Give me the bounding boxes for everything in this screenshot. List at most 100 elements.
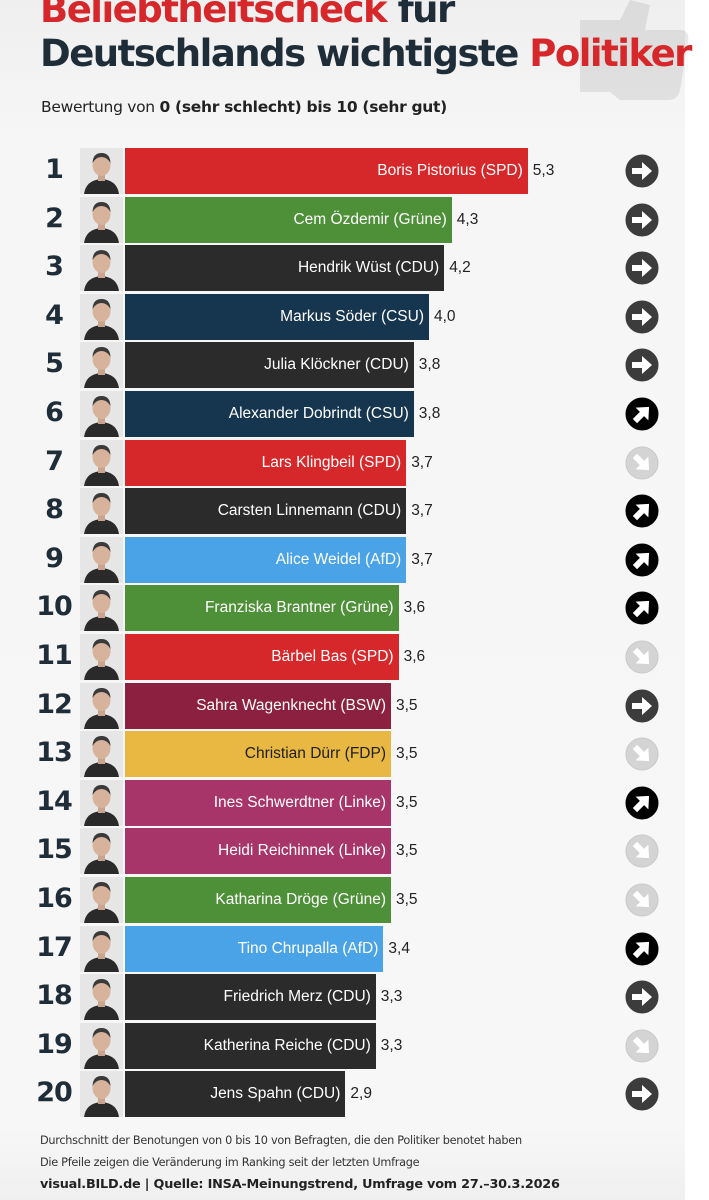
bar: Bärbel Bas (SPD) <box>125 634 399 680</box>
value-label: 3,8 <box>418 356 441 374</box>
ranking-row: 15 Heidi Reichinnek (Linke) 3,5 <box>0 826 709 875</box>
source-line: visual.BILD.de | Quelle: INSA-Meinungstr… <box>40 1177 560 1192</box>
ranking-row: 18 Friedrich Merz (CDU) 3,3 <box>0 972 709 1021</box>
ranking-row: 4 Markus Söder (CSU) 4,0 <box>0 292 709 340</box>
value-label: 5,3 <box>532 162 555 179</box>
footnote-arrows: Die Pfeile zeigen die Veränderung im Ran… <box>40 1156 420 1169</box>
ranking-row: 8 Carsten Linnemann (CDU) 3,7 <box>0 486 709 535</box>
ranking-row: 1 Boris Pistorius (SPD) 5,3 <box>0 146 709 194</box>
subtitle-scale: 0 (sehr schlecht) bis 10 (sehr gut) <box>159 98 447 116</box>
arrow-up-icon <box>625 591 659 625</box>
value-label: 3,5 <box>396 842 418 860</box>
arrow-up-icon <box>625 786 659 820</box>
value-label: 4,0 <box>434 307 456 325</box>
bar: Franziska Brantner (Grüne) <box>125 585 399 632</box>
politician-portrait <box>80 585 123 632</box>
rank-number: 10 <box>36 591 73 623</box>
arrow-down-icon <box>625 446 659 480</box>
arrow-right-icon <box>625 689 659 723</box>
bar: Alexander Dobrindt (CSU) <box>125 391 414 437</box>
ranking-row: 6 Alexander Dobrindt (CSU) 3,8 <box>0 389 709 437</box>
value-label: 3,5 <box>396 745 418 763</box>
bar: Sahra Wagenknecht (BSW) <box>125 682 391 729</box>
ranking-row: 3 Hendrik Wüst (CDU) 4,2 <box>0 243 709 292</box>
bar-label: Carsten Linnemann (CDU) <box>217 502 402 520</box>
bar: Cem Özdemir (Grüne) <box>125 196 452 243</box>
bar-label: Ines Schwerdtner (Linke) <box>213 793 386 811</box>
rank-number: 6 <box>45 397 64 428</box>
rank-number: 18 <box>36 980 73 1012</box>
ranking-row: 10 Franziska Brantner (Grüne) 3,6 <box>0 583 709 632</box>
bar: Ines Schwerdtner (Linke) <box>125 779 391 826</box>
value-label: 3,6 <box>403 599 426 617</box>
ranking-row: 13 Christian Dürr (FDP) 3,5 <box>0 729 709 778</box>
bar-label: Bärbel Bas (SPD) <box>271 648 394 665</box>
arrow-down-icon <box>625 737 659 771</box>
bar-label: Tino Chrupalla (AfD) <box>237 939 379 957</box>
bar: Lars Klingbeil (SPD) <box>125 439 407 486</box>
bar: Boris Pistorius (SPD) <box>125 148 528 194</box>
rank-number: 11 <box>36 640 73 671</box>
arrow-up-icon <box>625 932 659 966</box>
politician-portrait <box>80 731 123 778</box>
politician-portrait <box>80 439 123 486</box>
bar-label: Sahra Wagenknecht (BSW) <box>196 696 386 714</box>
title-line-1: Beliebtheitscheck für <box>40 0 455 32</box>
politician-portrait <box>80 293 123 340</box>
title-line-2: Deutschlands wichtigste Politiker <box>40 32 692 76</box>
bar: Jens Spahn (CDU) <box>125 1071 346 1118</box>
rank-number: 3 <box>45 251 64 283</box>
politician-portrait <box>80 148 123 194</box>
politician-portrait <box>80 828 123 875</box>
politician-portrait <box>80 877 123 923</box>
ranking-row: 5 Julia Klöckner (CDU) 3,8 <box>0 340 709 389</box>
value-label: 3,7 <box>411 550 433 568</box>
politician-portrait <box>80 245 123 292</box>
rank-number: 4 <box>45 299 64 331</box>
arrow-right-icon <box>625 203 659 237</box>
bar: Hendrik Wüst (CDU) <box>125 245 445 292</box>
politician-portrait <box>80 391 123 437</box>
politician-portrait <box>80 1071 123 1118</box>
politician-portrait <box>80 779 123 826</box>
bar-label: Hendrik Wüst (CDU) <box>297 259 440 277</box>
rank-number: 9 <box>45 542 64 574</box>
politician-portrait <box>80 536 123 583</box>
footnote-average: Durchschnitt der Benotungen von 0 bis 10… <box>40 1134 522 1147</box>
rank-number: 5 <box>45 348 64 380</box>
politician-portrait <box>80 196 123 243</box>
bar-label: Christian Dürr (FDP) <box>244 745 386 763</box>
rank-number: 2 <box>45 202 64 234</box>
title-main: Deutschlands wichtigste <box>40 32 519 75</box>
thumbs-watermark <box>580 0 689 100</box>
rank-number: 13 <box>36 737 73 769</box>
rank-number: 7 <box>45 445 64 477</box>
rank-number: 12 <box>36 688 73 720</box>
ranking-row: 16 Katharina Dröge (Grüne) 3,5 <box>0 875 709 923</box>
bar-label: Julia Klöckner (CDU) <box>264 356 409 374</box>
footer: Durchschnitt der Benotungen von 0 bis 10… <box>40 1130 680 1196</box>
arrow-right-icon <box>625 1077 659 1111</box>
arrow-down-icon <box>625 640 659 674</box>
rank-number: 17 <box>36 931 73 963</box>
value-label: 3,3 <box>380 988 403 1006</box>
rank-number: 1 <box>45 154 64 185</box>
value-label: 3,3 <box>380 1036 403 1054</box>
politician-portrait <box>80 488 123 535</box>
bar: Carsten Linnemann (CDU) <box>125 488 407 535</box>
arrow-down-icon <box>625 883 659 917</box>
title-highlight-politiker: Politiker <box>529 32 692 75</box>
bar-label: Friedrich Merz (CDU) <box>223 988 371 1006</box>
bar-label: Cem Özdemir (Grüne) <box>293 210 447 228</box>
value-label: 3,7 <box>411 453 433 471</box>
bar: Markus Söder (CSU) <box>125 293 429 340</box>
rank-number: 16 <box>36 883 73 914</box>
arrow-right-icon <box>625 300 659 334</box>
arrow-right-icon <box>625 251 659 285</box>
bar: Tino Chrupalla (AfD) <box>125 925 384 972</box>
bar-label: Katherina Reiche (CDU) <box>203 1036 371 1054</box>
value-label: 3,4 <box>388 939 410 957</box>
bar: Heidi Reichinnek (Linke) <box>125 828 391 875</box>
politician-portrait <box>80 925 123 972</box>
politician-portrait <box>80 682 123 729</box>
